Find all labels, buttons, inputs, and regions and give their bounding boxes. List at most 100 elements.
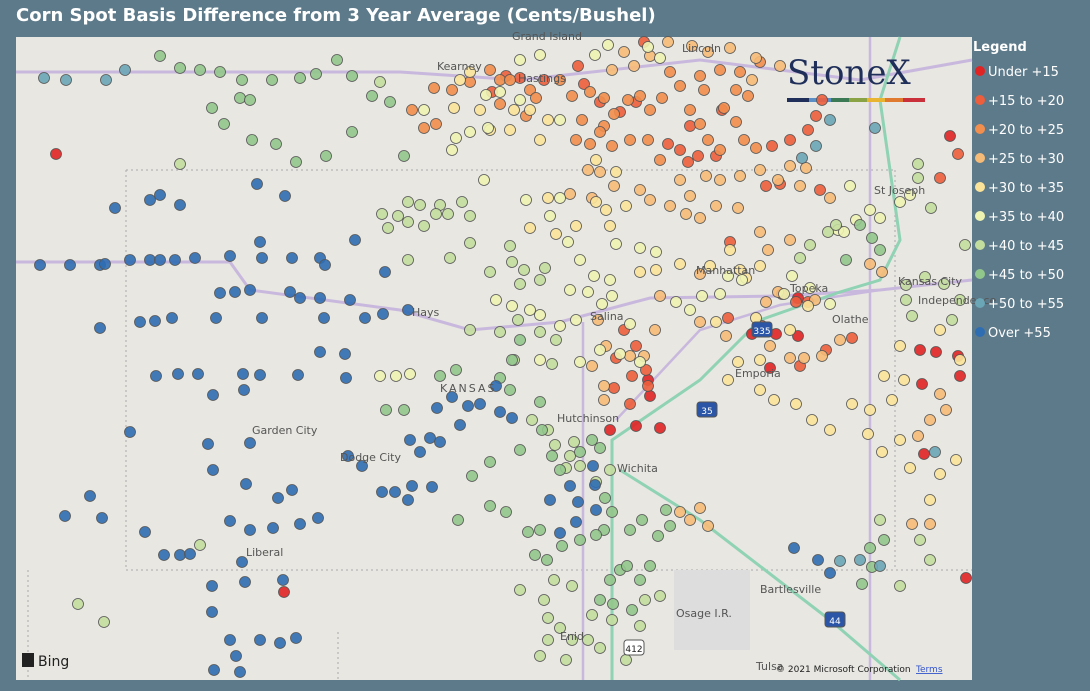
elevator-dot: [382, 222, 394, 234]
map-roads: [16, 36, 973, 682]
highway-number: 44: [829, 617, 841, 627]
elevator-dot: [466, 470, 478, 482]
elevator-dot: [529, 549, 541, 561]
legend-label: +40 to +45: [988, 239, 1064, 254]
elevator-dot: [662, 36, 674, 48]
elevator-dot: [594, 166, 606, 178]
elevator-dot: [788, 542, 800, 554]
elevator-dot: [662, 138, 674, 150]
legend-swatch: [975, 95, 985, 105]
elevator-dot: [684, 104, 696, 116]
attribution: © 2021 Microsoft Corporation: [776, 665, 911, 675]
elevator-dot: [566, 90, 578, 102]
elevator-dot: [664, 200, 676, 212]
elevator-dot: [534, 134, 546, 146]
elevator-dot: [344, 294, 356, 306]
elevator-dot: [290, 632, 302, 644]
elevator-dot: [158, 549, 170, 561]
city-label: Kansas City: [898, 275, 962, 288]
elevator-dot: [762, 244, 774, 256]
elevator-dot: [620, 654, 632, 666]
elevator-dot: [722, 270, 734, 282]
elevator-dot: [774, 60, 786, 72]
elevator-dot: [342, 450, 354, 462]
elevator-dot: [674, 258, 686, 270]
elevator-dot: [582, 634, 594, 646]
elevator-dot: [446, 391, 458, 403]
elevator-dot: [234, 666, 246, 678]
elevator-dot: [869, 122, 881, 134]
elevator-dot: [474, 104, 486, 116]
elevator-dot: [550, 334, 562, 346]
elevator-dot: [314, 292, 326, 304]
elevator-dot: [624, 318, 636, 330]
elevator-dot: [574, 534, 586, 546]
elevator-dot: [854, 554, 866, 566]
elevator-dot: [620, 200, 632, 212]
city-label: Garden City: [252, 424, 318, 437]
elevator-dot: [639, 594, 651, 606]
elevator-dot: [294, 518, 306, 530]
elevator-dot: [924, 494, 936, 506]
elevator-dot: [139, 526, 151, 538]
elevator-dot: [594, 126, 606, 138]
city-label: Manhattan: [696, 264, 755, 277]
elevator-dot: [606, 506, 618, 518]
elevator-dot: [154, 50, 166, 62]
elevator-dot: [598, 92, 610, 104]
elevator-dot: [760, 296, 772, 308]
elevator-dot: [622, 94, 634, 106]
elevator-dot: [224, 515, 236, 527]
legend-swatch: [975, 182, 985, 192]
elevator-dot: [607, 598, 619, 610]
elevator-dot: [544, 210, 556, 222]
elevator-dot: [402, 304, 414, 316]
elevator-dot: [546, 358, 558, 370]
elevator-dot: [542, 612, 554, 624]
legend-title: Legend: [973, 40, 1027, 55]
elevator-dot: [272, 492, 284, 504]
elevator-dot: [149, 315, 161, 327]
elevator-dot: [649, 324, 661, 336]
elevator-dot: [428, 82, 440, 94]
elevator-dot: [822, 226, 834, 238]
city-label: St Joseph: [874, 184, 925, 197]
elevator-dot: [522, 526, 534, 538]
elevator-dot: [331, 54, 343, 66]
elevator-dot: [604, 424, 616, 436]
elevator-dot: [536, 424, 548, 436]
elevator-dot: [144, 194, 156, 206]
elevator-dot: [804, 282, 816, 294]
elevator-dot: [874, 212, 886, 224]
elevator-dot: [644, 390, 656, 402]
highway-number: 335: [753, 327, 770, 337]
elevator-dot: [720, 330, 732, 342]
elevator-dot: [494, 74, 506, 86]
elevator-dot: [594, 442, 606, 454]
legend-label: +15 to +20: [988, 94, 1064, 109]
elevator-dot: [524, 84, 536, 96]
elevator-dot: [538, 594, 550, 606]
terms-link[interactable]: Terms: [915, 665, 943, 675]
elevator-dot: [59, 510, 71, 522]
elevator-dot: [634, 242, 646, 254]
elevator-dot: [224, 250, 236, 262]
elevator-dot: [944, 130, 956, 142]
elevator-dot: [714, 174, 726, 186]
elevator-dot: [506, 300, 518, 312]
elevator-dot: [294, 72, 306, 84]
elevator-dot: [722, 374, 734, 386]
legend-label: +20 to +25: [988, 123, 1064, 138]
elevator-dot: [874, 514, 886, 526]
city-label: Lincoln: [682, 42, 721, 55]
elevator-dot: [254, 236, 266, 248]
elevator-dot: [456, 196, 468, 208]
elevator-dot: [684, 120, 696, 132]
city-label: Tulsa: [755, 660, 784, 673]
elevator-dot: [506, 412, 518, 424]
elevator-dot: [636, 514, 648, 526]
elevator-dot: [256, 312, 268, 324]
elevator-dot: [694, 502, 706, 514]
elevator-dot: [450, 364, 462, 376]
elevator-dot: [346, 70, 358, 82]
